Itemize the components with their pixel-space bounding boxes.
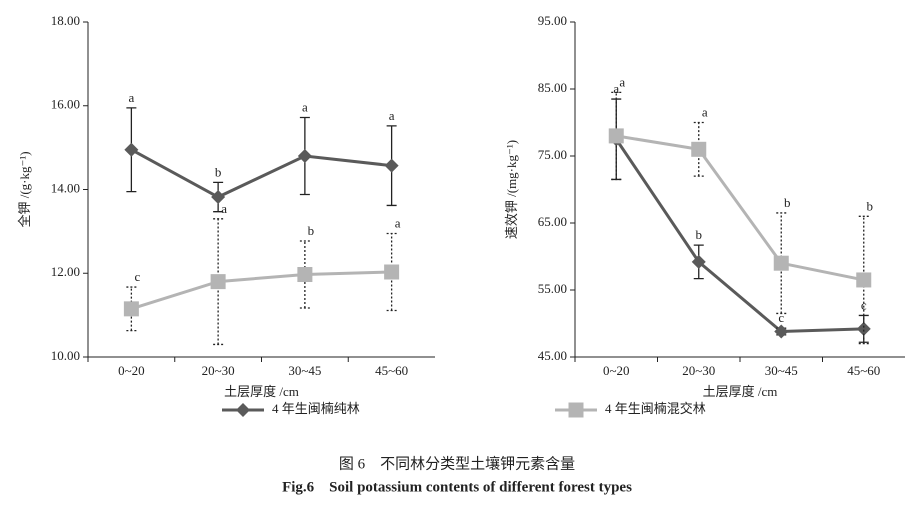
series-line: [130, 148, 392, 199]
y-tick-label: 14.00: [51, 180, 80, 195]
y-tick-label: 65.00: [538, 214, 567, 229]
x-tick-label: 0~20: [603, 363, 630, 378]
legend-marker: [568, 402, 584, 418]
y-tick-label: 10.00: [51, 348, 80, 363]
data-point: [384, 158, 399, 173]
y-tick-label: 45.00: [538, 348, 567, 363]
data-point: [691, 254, 706, 269]
significance-letter: c: [778, 310, 784, 325]
data-point: [210, 274, 226, 290]
y-tick-label: 16.00: [51, 97, 80, 112]
data-point: [124, 142, 139, 157]
x-axis-label: 土层厚度 /cm: [224, 384, 299, 399]
x-tick-label: 30~45: [765, 363, 798, 378]
significance-letter: c: [134, 269, 140, 284]
caption-en: Fig.6 Soil potassium contents of differe…: [282, 479, 632, 495]
y-tick-label: 85.00: [538, 80, 567, 95]
y-axis-label: 速效钾 /(mg·kg⁻¹): [504, 140, 519, 239]
significance-letter: c: [861, 297, 867, 312]
data-point: [297, 149, 312, 163]
significance-letter: b: [696, 227, 703, 242]
error-bar: [213, 218, 224, 346]
data-point: [691, 141, 707, 157]
significance-letter: b: [215, 164, 222, 179]
x-tick-label: 20~30: [202, 363, 235, 378]
data-point: [211, 190, 226, 205]
significance-letter: a: [395, 215, 401, 230]
x-axis-label: 土层厚度 /cm: [703, 384, 778, 399]
significance-letter: a: [619, 74, 625, 89]
x-tick-label: 0~20: [118, 363, 145, 378]
significance-letter: b: [308, 223, 315, 238]
legend-label: 4 年生闽楠纯林: [272, 401, 360, 416]
series-line: [615, 138, 864, 334]
x-tick-label: 45~60: [375, 363, 408, 378]
error-bar: [611, 91, 622, 181]
series-line: [130, 270, 392, 311]
error-bar: [776, 212, 787, 315]
significance-letter: b: [784, 195, 791, 210]
caption-zh: 图 6 不同林分类型土壤钾元素含量: [339, 454, 575, 472]
y-axis-label: 全钾 /(g·kg⁻¹): [17, 151, 32, 227]
significance-letter: a: [702, 104, 708, 119]
y-tick-label: 18.00: [51, 13, 80, 28]
data-point: [773, 255, 789, 271]
error-bar: [858, 215, 869, 345]
data-point: [608, 128, 624, 144]
data-point: [856, 321, 871, 336]
data-point: [297, 267, 313, 283]
significance-letter: a: [302, 99, 308, 114]
x-tick-label: 30~45: [288, 363, 321, 378]
y-tick-label: 95.00: [538, 13, 567, 28]
y-tick-label: 12.00: [51, 264, 80, 279]
error-bar: [386, 232, 397, 312]
data-point: [123, 301, 139, 317]
data-point: [774, 324, 789, 339]
x-tick-label: 20~30: [682, 363, 715, 378]
x-tick-label: 45~60: [847, 363, 880, 378]
data-point: [856, 272, 872, 288]
legend-label: 4 年生闽楠混交林: [605, 401, 706, 416]
y-tick-label: 75.00: [538, 147, 567, 162]
significance-letter: a: [128, 90, 134, 105]
significance-letter: a: [389, 108, 395, 123]
significance-letter: a: [613, 81, 619, 96]
legend-marker: [236, 403, 250, 417]
significance-letter: b: [867, 198, 874, 213]
error-bar: [693, 121, 704, 177]
significance-letter: a: [221, 201, 227, 216]
y-tick-label: 55.00: [538, 281, 567, 296]
series-line: [616, 134, 865, 282]
data-point: [384, 264, 400, 280]
